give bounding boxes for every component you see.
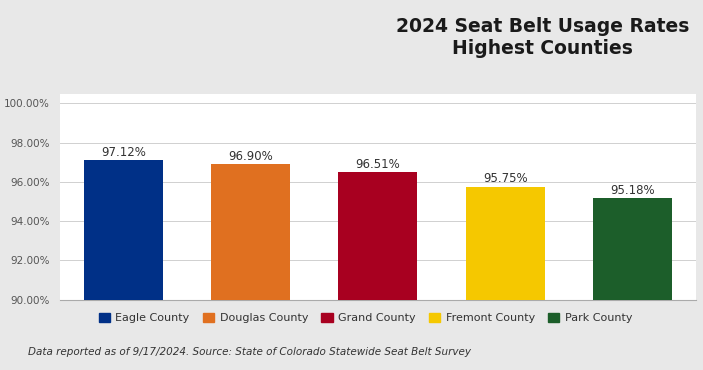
Text: 95.75%: 95.75%: [483, 172, 527, 185]
Text: 97.12%: 97.12%: [101, 145, 146, 159]
Bar: [593, 198, 672, 300]
Bar: [211, 164, 290, 300]
Text: 2024 Seat Belt Usage Rates
Highest Counties: 2024 Seat Belt Usage Rates Highest Count…: [396, 17, 689, 58]
Text: 96.51%: 96.51%: [356, 158, 400, 171]
Bar: [338, 172, 418, 300]
Text: Data reported as of 9/17/2024. Source: State of Colorado Statewide Seat Belt Sur: Data reported as of 9/17/2024. Source: S…: [28, 347, 471, 357]
Text: 96.90%: 96.90%: [228, 150, 273, 163]
Text: 95.18%: 95.18%: [610, 184, 654, 196]
Bar: [465, 187, 545, 300]
Bar: [84, 160, 163, 300]
Legend: Eagle County, Douglas County, Grand County, Fremont County, Park County: Eagle County, Douglas County, Grand Coun…: [94, 309, 637, 328]
